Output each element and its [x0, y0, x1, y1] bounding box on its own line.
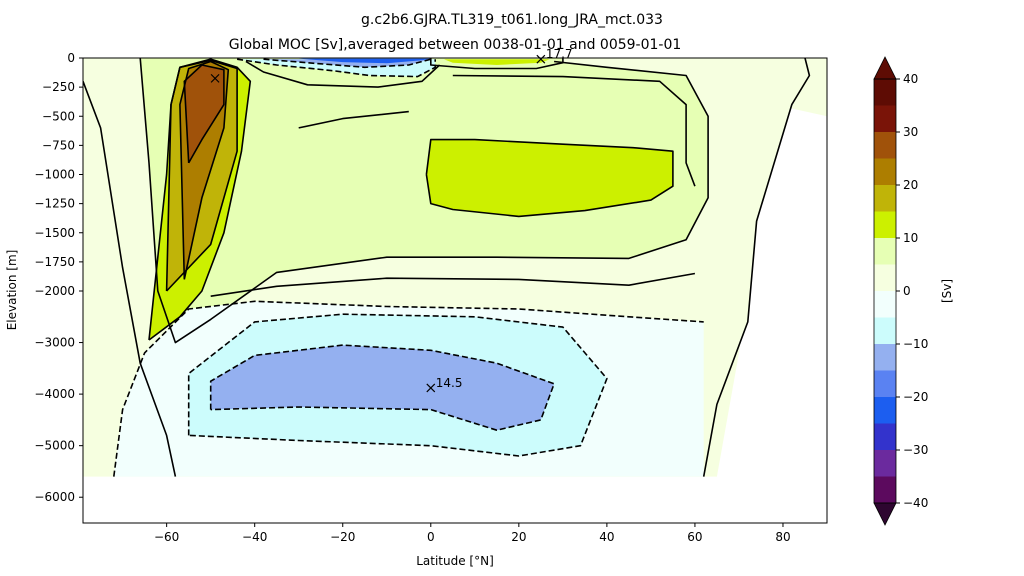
x-axis-label: Latitude [°N] — [416, 554, 494, 568]
colorbar-swatch — [874, 79, 896, 106]
contour-line-solid-3 — [165, 59, 238, 292]
contour-line-dashed-13 — [236, 58, 437, 78]
contour-line-solid-4 — [179, 60, 230, 280]
y-tick-label: 0 — [67, 51, 75, 65]
extremum-marker — [426, 383, 436, 393]
contour-line-dashed-17 — [209, 344, 555, 432]
contour-fill-layer — [83, 58, 827, 477]
y-axis: 0 −250 −500 −750 −1000 −1250 −1500 −1750 −2000 −3… — [34, 51, 83, 504]
contour-region-aabw-core-10 — [210, 345, 555, 431]
colorbar-tick-label: 20 — [903, 178, 918, 192]
contour-line-dashed-15 — [113, 300, 704, 477]
y-axis-label: Elevation [m] — [5, 250, 19, 331]
colorbar-swatch — [874, 370, 896, 397]
colorbar-swatch — [874, 450, 896, 477]
chart-title: g.c2b6.GJRA.TL319_t061.long_JRA_mct.033 — [361, 12, 663, 28]
contour-line-solid-6 — [429, 58, 564, 70]
contour-line-dashed-14 — [263, 58, 432, 69]
extremum-marker — [210, 73, 220, 83]
contour-region-deacon-core-2 — [298, 58, 431, 64]
y-tick-label: −5000 — [34, 439, 75, 453]
contour-line-layer — [83, 58, 811, 477]
colorbar-tick-label: −20 — [903, 390, 928, 404]
y-tick-label: −4000 — [34, 387, 75, 401]
extremum-label: 17.7 — [546, 47, 573, 61]
y-tick-label: −500 — [42, 109, 75, 123]
colorbar-tick-label: −30 — [903, 443, 928, 457]
contour-line-solid-0 — [139, 58, 709, 344]
chart-subtitle: Global MOC [Sv],averaged between 0038-01… — [229, 37, 682, 53]
contour-region-north-surface-core — [444, 59, 550, 65]
contour-region-so-cell-25 — [184, 65, 224, 163]
colorbar-swatch — [874, 264, 896, 291]
colorbar-swatch — [874, 344, 896, 371]
y-tick-label: −1250 — [34, 197, 75, 211]
colorbar-tick-label: −40 — [903, 496, 928, 510]
y-tick-label: −2000 — [34, 284, 75, 298]
contour-line-solid-7 — [83, 81, 177, 477]
x-tick-label: −40 — [242, 530, 267, 544]
y-tick-label: −6000 — [34, 490, 75, 504]
x-axis: −60 −40 −20 0 20 40 60 80 — [154, 523, 791, 544]
contour-line-solid-1 — [425, 138, 674, 218]
colorbar-label: [Sv] — [940, 279, 954, 303]
x-tick-label: 60 — [687, 530, 702, 544]
x-tick-label: −20 — [330, 530, 355, 544]
colorbar-swatch — [874, 105, 896, 132]
colorbar-swatch — [874, 291, 896, 318]
colorbar-swatch — [874, 132, 896, 159]
colorbar-swatch — [874, 211, 896, 238]
y-tick-label: −1500 — [34, 226, 75, 240]
contour-region-nadw-core — [426, 139, 673, 217]
colorbar-swatch — [874, 423, 896, 450]
contour-line-solid-9 — [245, 60, 441, 88]
y-tick-label: −1750 — [34, 255, 75, 269]
contour-line-solid-10 — [452, 74, 696, 187]
y-tick-label: −3000 — [34, 336, 75, 350]
x-tick-label: 80 — [775, 530, 790, 544]
x-tick-label: −60 — [154, 530, 179, 544]
y-tick-label: −1000 — [34, 168, 75, 182]
colorbar-extend-max — [873, 56, 897, 80]
extremum-label: 14.5 — [436, 376, 463, 390]
colorbar-swatch — [874, 397, 896, 424]
x-tick-label: 40 — [599, 530, 614, 544]
plot-area: 17.7 14.5 — [82, 47, 828, 524]
colorbar-swatch — [874, 185, 896, 212]
colorbar: 40 30 20 10 0 −10 −20 −30 −40 — [873, 56, 928, 526]
colorbar-tick-label: 0 — [903, 284, 911, 298]
x-tick-label: 0 — [427, 530, 435, 544]
contour-line-solid-12 — [210, 272, 696, 297]
colorbar-swatch — [874, 158, 896, 185]
colorbar-extend-min — [873, 502, 897, 526]
colorbar-tick-label: 40 — [903, 72, 918, 86]
x-tick-label: 20 — [511, 530, 526, 544]
colorbar-tick-label: 10 — [903, 231, 918, 245]
colorbar-swatch — [874, 238, 896, 265]
colorbar-swatch — [874, 476, 896, 503]
y-tick-label: −250 — [42, 80, 75, 94]
y-tick-label: −750 — [42, 138, 75, 152]
contour-line-dashed-16 — [187, 313, 608, 457]
colorbar-tick-label: 30 — [903, 125, 918, 139]
contour-line-solid-11 — [298, 110, 409, 129]
colorbar-tick-label: −10 — [903, 337, 928, 351]
extremum-marker — [536, 54, 546, 64]
contour-line-solid-8 — [702, 58, 811, 477]
colorbar-swatch — [874, 317, 896, 344]
contour-line-solid-5 — [183, 64, 225, 164]
